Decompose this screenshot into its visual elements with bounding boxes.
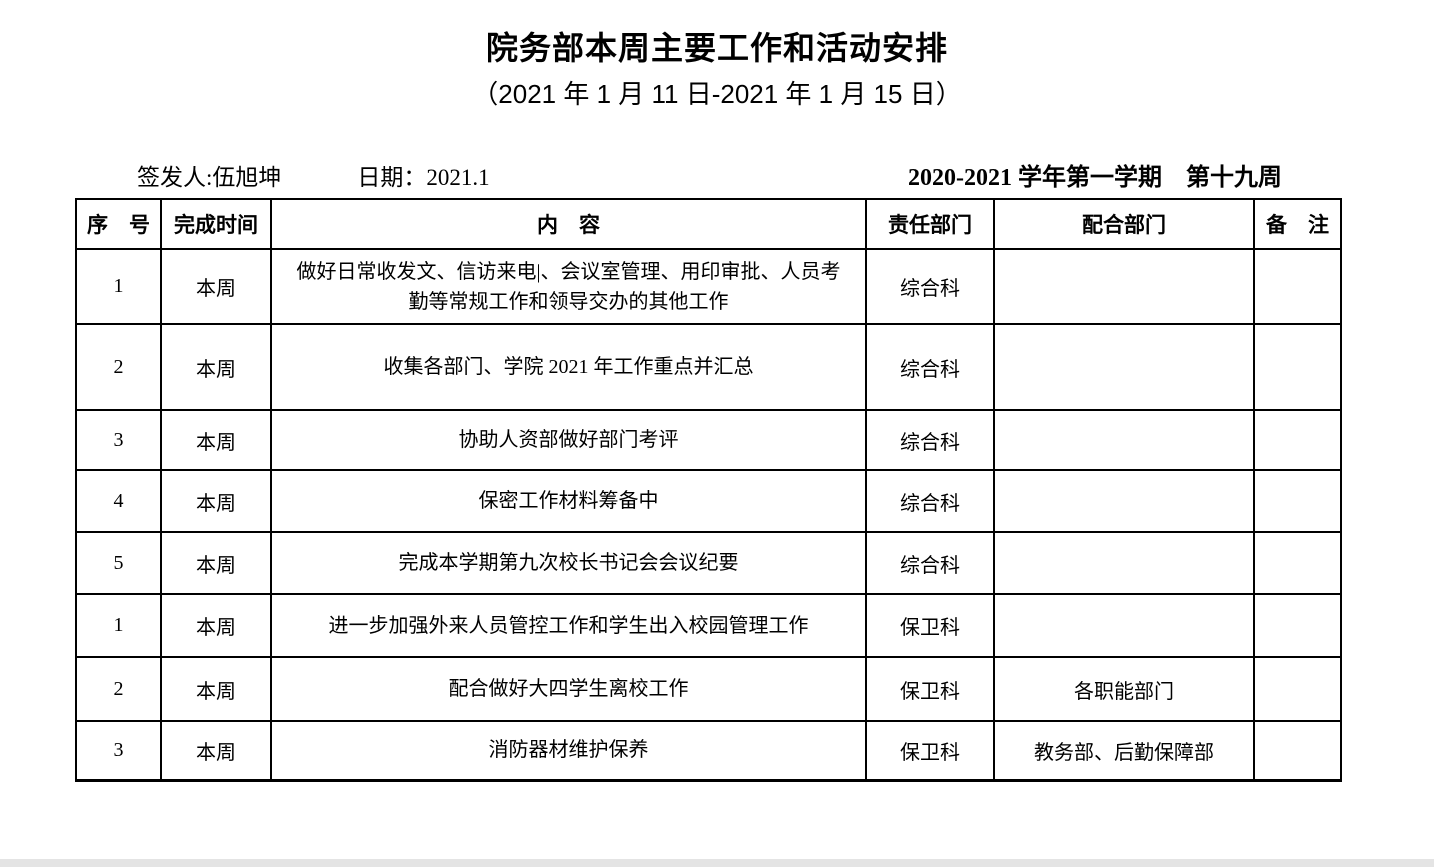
column-header-coop: 配合部门 [993,198,1255,250]
cell-note [1253,469,1342,533]
cell-no: 2 [75,323,162,411]
cell-no: 5 [75,531,162,595]
cell-time: 本周 [160,469,272,533]
column-header-note: 备 注 [1253,198,1342,250]
page-title: 院务部本周主要工作和活动安排 [485,30,948,66]
date-label: 日期：2021.1 [357,165,490,190]
cell-content: 完成本学期第九次校长书记会会议纪要 [270,531,867,595]
column-header-dept: 责任部门 [865,198,995,250]
cell-time: 本周 [160,720,272,782]
cell-note [1253,720,1342,782]
table-row: 3 本周 消防器材维护保养 保卫科 教务部、后勤保障部 [75,720,1342,782]
cell-no: 3 [75,720,162,782]
cell-coop: 各职能部门 [993,656,1255,722]
cell-dept: 综合科 [865,531,995,595]
cell-dept: 保卫科 [865,720,995,782]
table-row: 1 本周 做好日常收发文、信访来电|、会议室管理、用印审批、人员考 勤等常规工作… [75,248,1342,325]
cell-time: 本周 [160,248,272,325]
table-header-row: 序 号 完成时间 内 容 责任部门 配合部门 备 注 [75,198,1342,250]
cell-coop [993,469,1255,533]
cell-content: 配合做好大四学生离校工作 [270,656,867,722]
cell-time: 本周 [160,656,272,722]
cell-content: 协助人资部做好部门考评 [270,409,867,471]
cell-note [1253,323,1342,411]
bottom-scroll-strip [0,859,1434,867]
cell-dept: 保卫科 [865,656,995,722]
semester-week-label: 2020-2021 学年第一学期 第十九周 [908,165,1282,191]
table-row: 2 本周 配合做好大四学生离校工作 保卫科 各职能部门 [75,656,1342,722]
meta-row: 签发人:伍旭坤 日期：2021.1 2020-2021 学年第一学期 第十九周 [75,162,1340,194]
cell-coop [993,409,1255,471]
cell-content: 收集各部门、学院 2021 年工作重点并汇总 [270,323,867,411]
cell-dept: 综合科 [865,323,995,411]
cell-note [1253,248,1342,325]
cell-note [1253,593,1342,658]
column-header-no: 序 号 [75,198,162,250]
cell-note [1253,656,1342,722]
cell-content: 保密工作材料筹备中 [270,469,867,533]
cell-dept: 综合科 [865,248,995,325]
cell-note [1253,409,1342,471]
table-row: 4 本周 保密工作材料筹备中 综合科 [75,469,1342,533]
cell-dept: 保卫科 [865,593,995,658]
column-header-content: 内 容 [270,198,867,250]
issuer-label: 签发人:伍旭坤 [137,165,282,190]
cell-dept: 综合科 [865,469,995,533]
cell-time: 本周 [160,409,272,471]
cell-content: 消防器材维护保养 [270,720,867,782]
cell-coop [993,323,1255,411]
cell-note [1253,531,1342,595]
table-row: 5 本周 完成本学期第九次校长书记会会议纪要 综合科 [75,531,1342,595]
cell-time: 本周 [160,323,272,411]
cell-no: 1 [75,248,162,325]
cell-coop: 教务部、后勤保障部 [993,720,1255,782]
cell-content: 进一步加强外来人员管控工作和学生出入校园管理工作 [270,593,867,658]
cell-coop [993,248,1255,325]
table-row: 2 本周 收集各部门、学院 2021 年工作重点并汇总 综合科 [75,323,1342,411]
column-header-time: 完成时间 [160,198,272,250]
cell-dept: 综合科 [865,409,995,471]
cell-coop [993,593,1255,658]
cell-no: 3 [75,409,162,471]
table-row: 3 本周 协助人资部做好部门考评 综合科 [75,409,1342,471]
table-row: 1 本周 进一步加强外来人员管控工作和学生出入校园管理工作 保卫科 [75,593,1342,658]
cell-time: 本周 [160,531,272,595]
cell-no: 4 [75,469,162,533]
cell-coop [993,531,1255,595]
cell-no: 2 [75,656,162,722]
schedule-table: 序 号 完成时间 内 容 责任部门 配合部门 备 注 1 本周 做好日常收发文、… [75,198,1342,782]
page-subtitle: （2021 年 1 月 11 日-2021 年 1 月 15 日） [472,79,962,109]
cell-time: 本周 [160,593,272,658]
cell-content: 做好日常收发文、信访来电|、会议室管理、用印审批、人员考 勤等常规工作和领导交办… [270,248,867,325]
cell-no: 1 [75,593,162,658]
